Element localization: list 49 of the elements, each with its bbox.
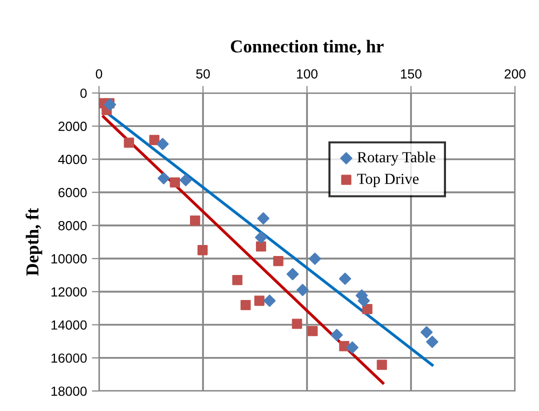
- point: [180, 174, 192, 186]
- point: [308, 326, 318, 336]
- point: [124, 138, 134, 148]
- point: [254, 231, 268, 244]
- y-tick-label: 4000: [58, 154, 87, 164]
- point: [170, 177, 180, 188]
- point: [292, 318, 302, 329]
- point: [240, 300, 251, 310]
- point: [426, 336, 438, 348]
- x-tick-label: 200: [504, 69, 526, 79]
- chart-title: Connection time, hr: [230, 40, 384, 56]
- point: [420, 326, 433, 338]
- point: [376, 360, 387, 370]
- point: [197, 245, 208, 256]
- point: [339, 341, 350, 352]
- point: [104, 98, 116, 111]
- x-tick-label: 50: [196, 69, 210, 79]
- y-tick-label: 0: [80, 88, 87, 98]
- point: [296, 284, 309, 296]
- point: [308, 252, 321, 265]
- x-tick-label: 0: [96, 69, 102, 79]
- y-tick-label: 8000: [58, 221, 87, 230]
- y-axis-title: Depth, ft: [26, 208, 42, 276]
- y-tick-label: 18000: [52, 386, 87, 396]
- legend-label: Top Drive: [357, 174, 419, 188]
- y-tick-label: 6000: [58, 188, 87, 198]
- point: [158, 172, 170, 184]
- point: [362, 304, 372, 314]
- point: [257, 212, 270, 224]
- point: [263, 294, 276, 307]
- y-tick-label: 14000: [52, 320, 87, 330]
- point: [149, 134, 160, 146]
- y-tick-label: 16000: [52, 353, 87, 363]
- legend-label: Rotary Table: [357, 152, 436, 166]
- point: [232, 274, 242, 286]
- x-tick-label: 100: [297, 69, 318, 79]
- x-tick-label: 150: [401, 69, 422, 79]
- y-tick-label: 10000: [52, 254, 87, 264]
- point: [254, 296, 264, 306]
- point: [156, 138, 169, 150]
- y-tick-label: 2000: [58, 122, 87, 132]
- point: [273, 256, 284, 266]
- point: [286, 268, 299, 280]
- point: [346, 341, 358, 354]
- y-tick-label: 12000: [52, 287, 87, 297]
- point: [190, 216, 200, 226]
- point: [330, 328, 343, 342]
- point: [256, 241, 266, 252]
- point: [338, 272, 352, 285]
